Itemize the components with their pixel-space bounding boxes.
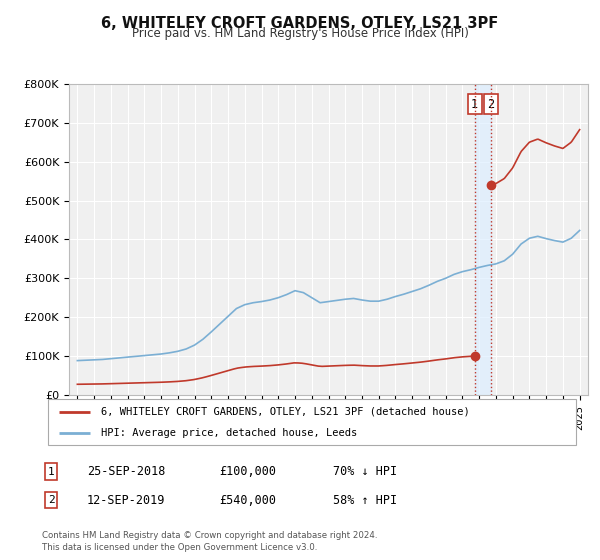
Text: 1: 1 [47, 466, 55, 477]
Text: 1: 1 [471, 97, 478, 111]
Text: 12-SEP-2019: 12-SEP-2019 [87, 493, 166, 507]
Text: Contains HM Land Registry data © Crown copyright and database right 2024.: Contains HM Land Registry data © Crown c… [42, 531, 377, 540]
Text: HPI: Average price, detached house, Leeds: HPI: Average price, detached house, Leed… [101, 428, 357, 438]
Text: 2: 2 [47, 495, 55, 505]
Text: Price paid vs. HM Land Registry's House Price Index (HPI): Price paid vs. HM Land Registry's House … [131, 27, 469, 40]
Text: 6, WHITELEY CROFT GARDENS, OTLEY, LS21 3PF (detached house): 6, WHITELEY CROFT GARDENS, OTLEY, LS21 3… [101, 407, 470, 417]
Text: 70% ↓ HPI: 70% ↓ HPI [333, 465, 397, 478]
Bar [475, 84, 491, 395]
Text: 6, WHITELEY CROFT GARDENS, OTLEY, LS21 3PF: 6, WHITELEY CROFT GARDENS, OTLEY, LS21 3… [101, 16, 499, 31]
Text: This data is licensed under the Open Government Licence v3.0.: This data is licensed under the Open Gov… [42, 543, 317, 552]
Text: £540,000: £540,000 [219, 493, 276, 507]
Text: 25-SEP-2018: 25-SEP-2018 [87, 465, 166, 478]
Text: £100,000: £100,000 [219, 465, 276, 478]
Text: 2: 2 [488, 97, 494, 111]
Text: 58% ↑ HPI: 58% ↑ HPI [333, 493, 397, 507]
FancyBboxPatch shape [48, 399, 576, 445]
